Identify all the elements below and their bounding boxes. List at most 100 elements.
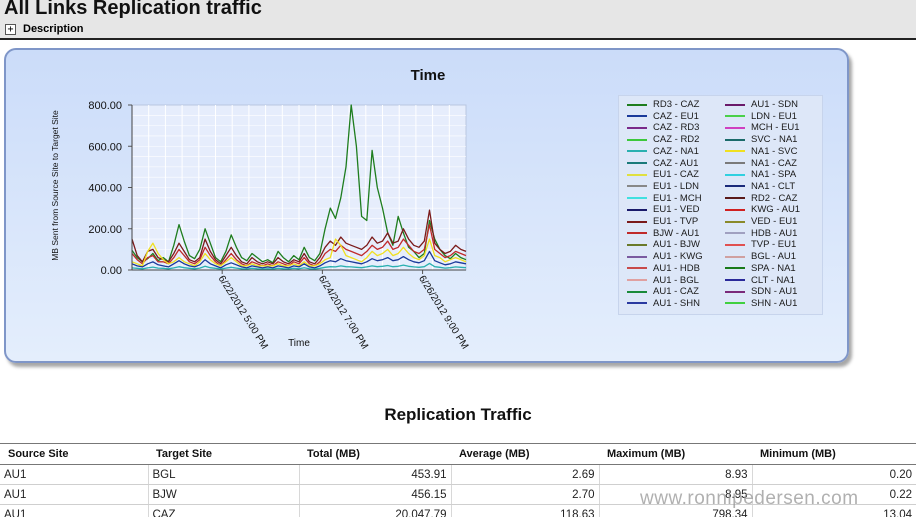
legend-entry: NA1 - SPA	[725, 169, 796, 180]
table-cell: 2.69	[450, 464, 599, 485]
legend-entry: SDN - AU1	[725, 286, 797, 297]
legend-swatch	[627, 115, 647, 118]
series-line-na1-svc	[131, 238, 467, 267]
legend-label: CAZ - EU1	[653, 110, 699, 122]
description-toggle[interactable]: + Description	[5, 21, 84, 37]
y-axis-label: MB Sent from Source Site to Target Site	[50, 110, 60, 261]
table-cell: 2.70	[450, 484, 599, 505]
y-tick-label: 600.00	[88, 141, 122, 153]
table-cell: 20,047.79	[298, 504, 451, 517]
legend-swatch	[725, 279, 745, 281]
table-cell: 0.22	[751, 484, 916, 505]
table-cell: 453.91	[298, 464, 451, 485]
legend-swatch	[627, 302, 647, 305]
legend-label: AU1 - SHN	[653, 297, 700, 309]
legend-label: CAZ - RD3	[653, 122, 700, 134]
legend-entry: SHN - AU1	[725, 298, 797, 309]
series-line-rd3-caz	[131, 104, 467, 264]
table-row: AU1 CAZ 20,047.79 118.63 798.34 13.04	[0, 504, 916, 517]
chart-legend: RD3 - CAZ CAZ - EU1 CAZ - RD3 CAZ - RD2 CAZ …	[618, 95, 823, 315]
legend-label: NA1 - SPA	[751, 169, 797, 181]
table-body: AU1 BGL 453.91 2.69 8.93 0.20 AU1 BJW 456.15 2.70…	[0, 464, 916, 517]
legend-entry: BGL - AU1	[725, 251, 796, 262]
legend-entry: CAZ - RD2	[627, 134, 699, 145]
line-chart: Time 800.00 600.00 400.00 200.00 0.00 MB Sent …	[50, 67, 470, 352]
legend-swatch	[725, 138, 745, 141]
legend-swatch	[725, 197, 745, 200]
legend-label: CAZ - AU1	[653, 157, 699, 169]
page-title: All Links Replication traffic	[4, 0, 262, 19]
legend-swatch	[627, 173, 647, 176]
report-header: All Links Replication traffic + Descript…	[0, 0, 916, 40]
column-header[interactable]: Maximum (MB)	[599, 443, 752, 465]
legend-entry: SVC - NA1	[725, 134, 797, 145]
legend-entry: EU1 - CAZ	[627, 169, 699, 180]
legend-entry: CAZ - AU1	[627, 158, 698, 169]
y-tick-label: 200.00	[88, 224, 122, 236]
legend-label: HDB - AU1	[751, 227, 798, 239]
description-label[interactable]: Description	[23, 23, 84, 35]
x-tick-label: 6/26/2012 9:00 PM	[416, 274, 470, 352]
column-header[interactable]: Total (MB)	[299, 443, 451, 465]
replication-table: Source Site Target Site Total (MB) Average …	[0, 443, 916, 517]
legend-entry: TVP - EU1	[725, 239, 796, 250]
legend-swatch	[627, 185, 647, 188]
legend-entry: EU1 - TVP	[627, 216, 698, 227]
legend-label: VED - EU1	[751, 216, 798, 227]
legend-swatch	[627, 162, 647, 164]
expand-plus-icon[interactable]: +	[5, 23, 16, 35]
legend-entry: AU1 - BJW	[627, 239, 700, 250]
legend-label: EU1 - TVP	[653, 216, 699, 227]
legend-swatch	[725, 103, 745, 106]
legend-swatch	[725, 162, 745, 164]
legend-swatch	[627, 208, 647, 211]
table-cell: 8.93	[598, 464, 752, 485]
legend-label: NA1 - SVC	[751, 145, 798, 157]
legend-entry: AU1 - KWG	[627, 251, 703, 262]
y-tick-label: 400.00	[88, 183, 122, 195]
legend-swatch	[627, 138, 647, 141]
legend-label: MCH - EU1	[751, 122, 800, 134]
column-header[interactable]: Target Site	[148, 443, 299, 465]
legend-entry: EU1 - VED	[627, 204, 699, 215]
legend-entry: BJW - AU1	[627, 228, 699, 239]
legend-label: AU1 - BGL	[653, 274, 699, 286]
legend-label: LDN - EU1	[751, 110, 797, 122]
legend-entry: NA1 - CAZ	[725, 158, 797, 169]
watermark: www.ronnipedersen.com	[640, 488, 859, 509]
legend-swatch	[725, 290, 745, 293]
legend-swatch	[627, 197, 647, 200]
column-header[interactable]: Average (MB)	[451, 443, 599, 465]
table-cell: CAZ	[147, 504, 299, 517]
legend-swatch	[627, 150, 647, 153]
legend-entry: EU1 - LDN	[627, 181, 699, 192]
column-header[interactable]: Source Site	[0, 443, 148, 465]
x-axis-label: Time	[288, 338, 310, 349]
column-header[interactable]: Minimum (MB)	[752, 443, 916, 465]
legend-swatch	[725, 232, 745, 235]
legend-entry: SPA - NA1	[725, 263, 796, 274]
legend-label: SPA - NA1	[751, 262, 796, 274]
legend-label: AU1 - BJW	[653, 239, 700, 251]
legend-entry: AU1 - CAZ	[627, 286, 699, 297]
table-cell: AU1	[0, 464, 148, 485]
legend-label: CAZ - NA1	[653, 145, 699, 157]
legend-entry: CAZ - RD3	[627, 122, 699, 133]
legend-swatch	[725, 126, 745, 129]
legend-label: KWG - AU1	[751, 204, 801, 216]
legend-entry: AU1 - SHN	[627, 298, 700, 309]
legend-label: EU1 - MCH	[653, 192, 702, 204]
legend-entry: AU1 - HDB	[627, 263, 700, 274]
legend-entry: RD3 - CAZ	[627, 99, 699, 110]
chart-panel: Time 800.00 600.00 400.00 200.00 0.00 MB Sent …	[4, 48, 849, 363]
legend-label: CLT - NA1	[751, 274, 795, 286]
legend-swatch	[725, 267, 745, 270]
legend-label: EU1 - LDN	[653, 180, 699, 192]
legend-swatch	[725, 302, 745, 305]
legend-swatch	[725, 150, 745, 153]
legend-entry: NA1 - CLT	[725, 181, 795, 192]
legend-swatch	[725, 243, 745, 246]
series-line-bjw-au1	[131, 223, 467, 267]
legend-entry: CAZ - NA1	[627, 146, 699, 157]
legend-swatch	[725, 185, 745, 188]
